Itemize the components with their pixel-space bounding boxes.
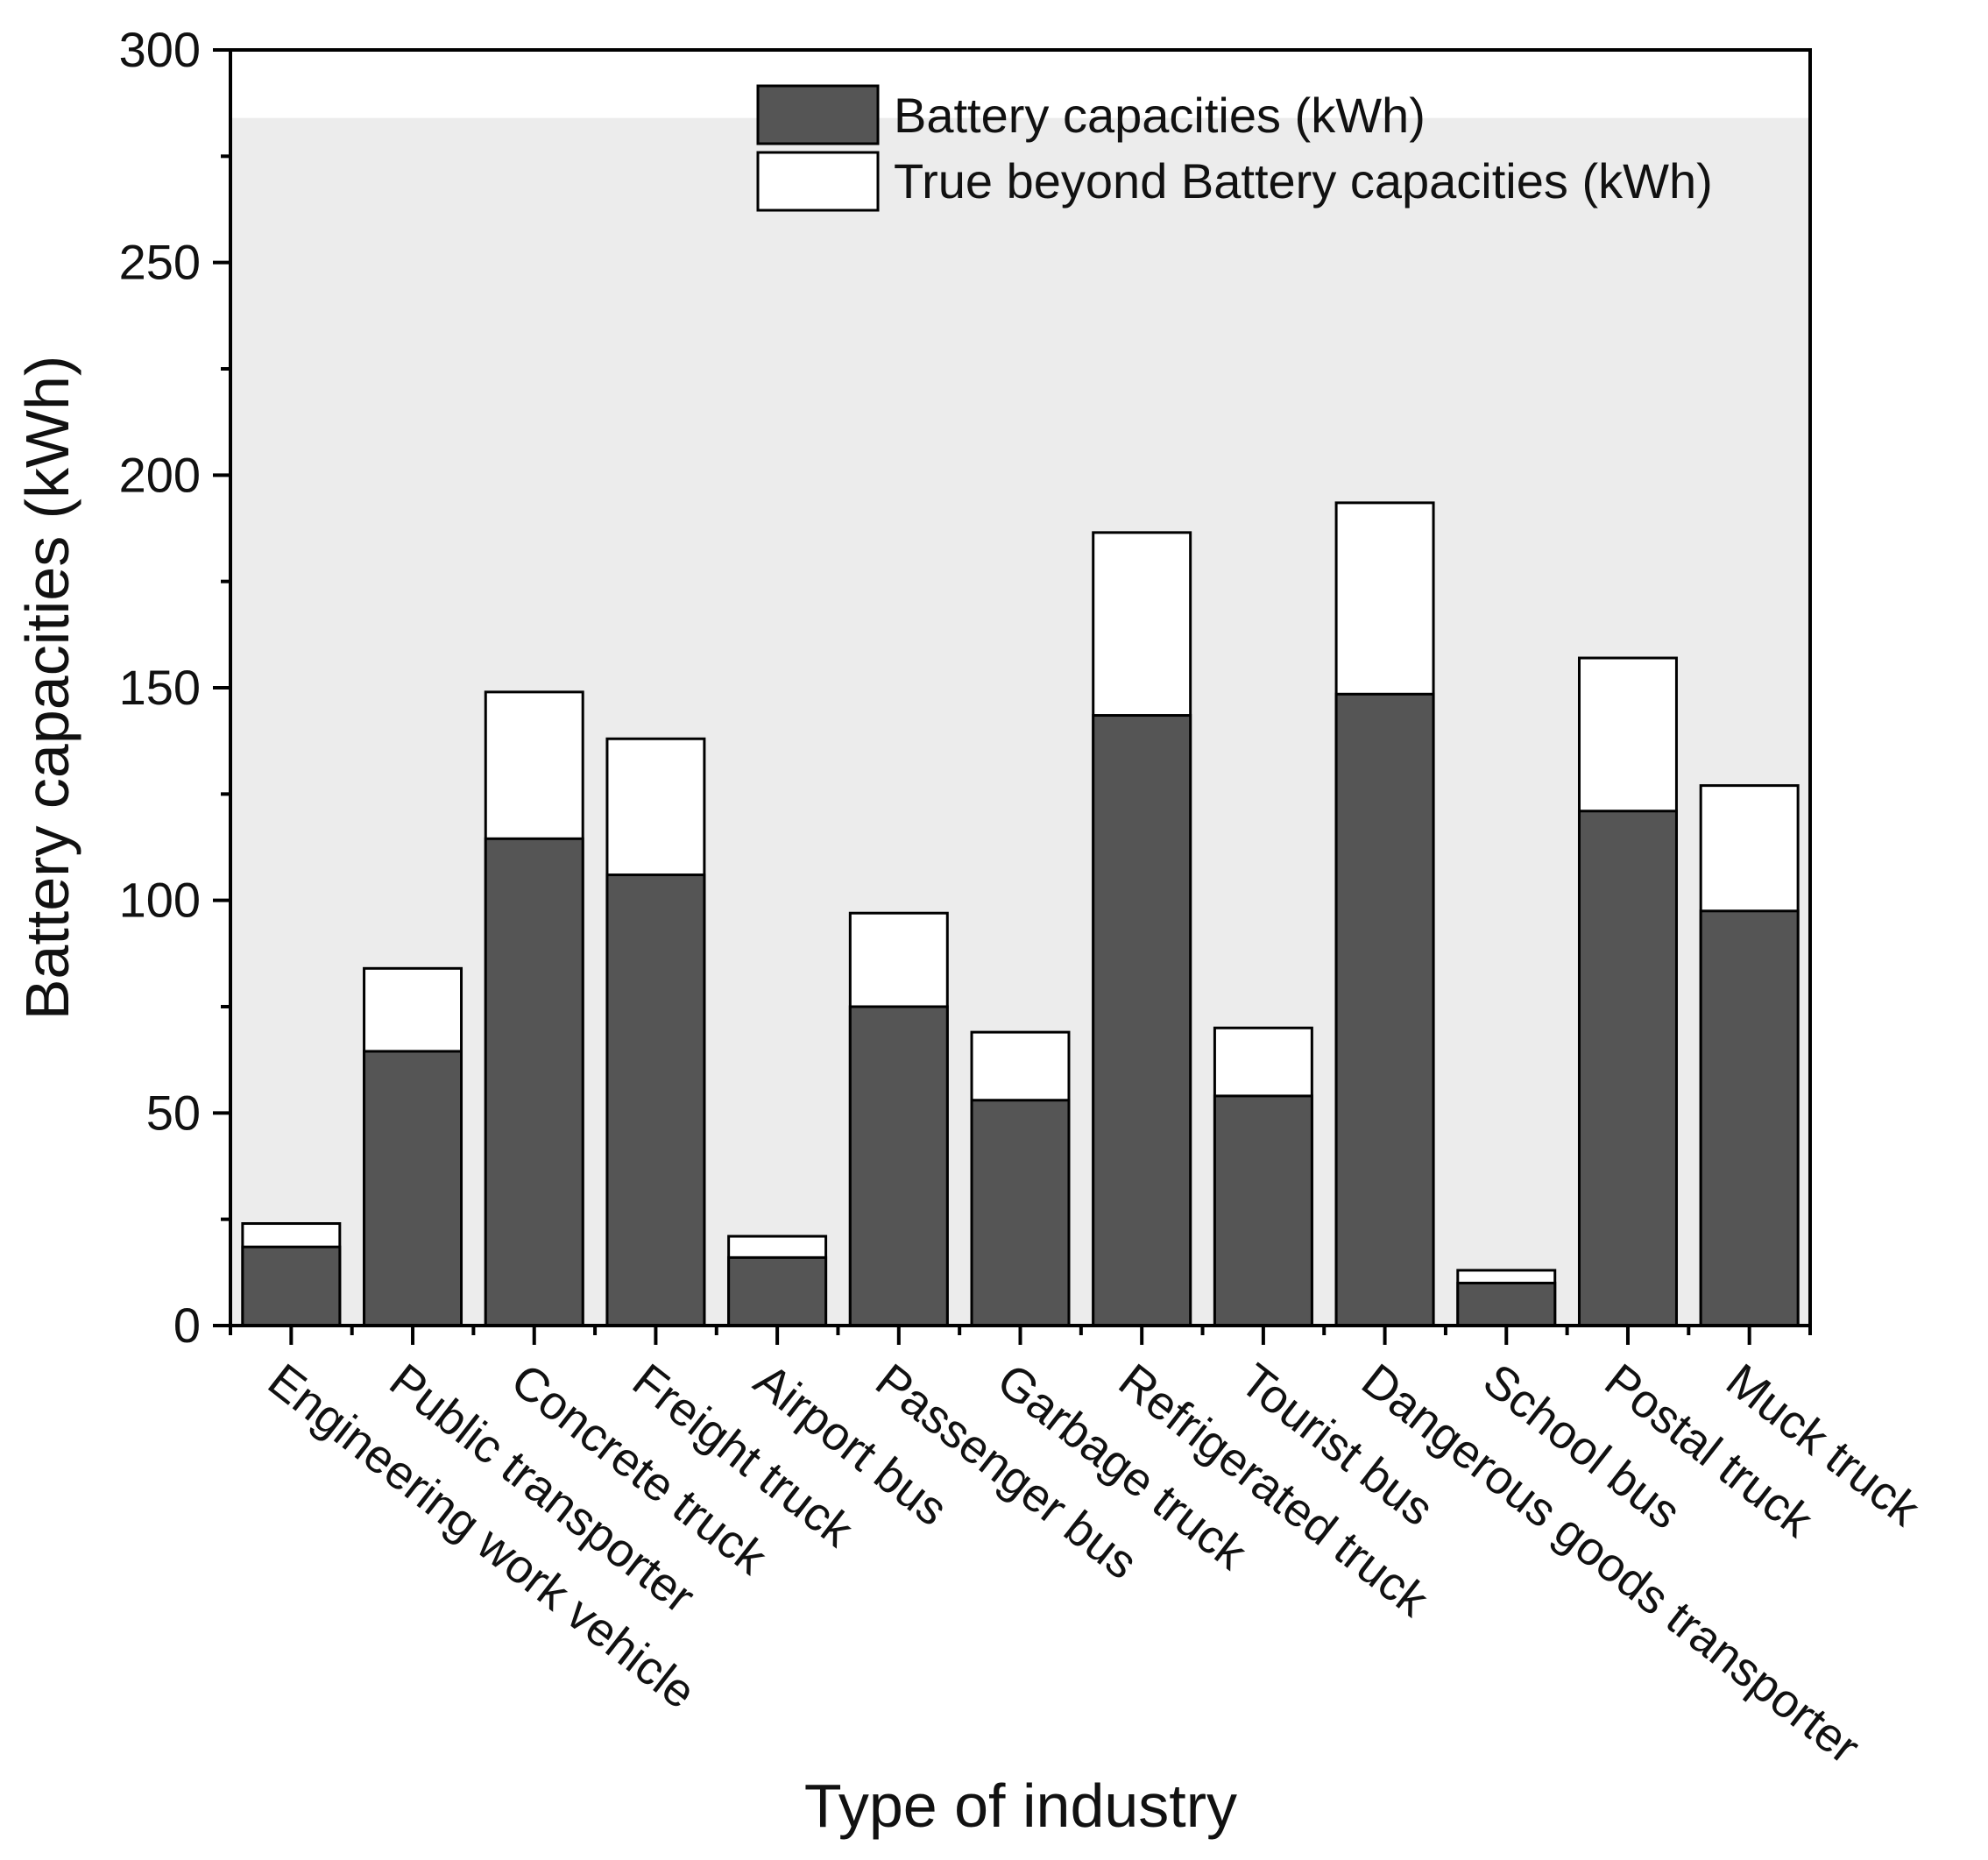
legend-label-beyond: True beyond Battery capacities (kWh) [894, 153, 1713, 209]
bar-battery-6 [970, 1099, 1071, 1327]
x-axis-title: Type of industry [804, 1772, 1237, 1840]
bar-battery-2 [484, 837, 584, 1327]
bar-battery-12 [1699, 909, 1800, 1327]
y-tick-label-1: 50 [146, 1085, 201, 1140]
y-ticks-group: 0 50 100 150 200 250 300 [119, 22, 230, 1353]
bars-group [241, 501, 1800, 1327]
legend: Battery capacities (kWh) True beyond Bat… [756, 84, 1713, 212]
bar-battery-1 [363, 1050, 463, 1327]
bar-battery-0 [241, 1245, 342, 1327]
y-tick-label-0: 0 [173, 1298, 201, 1353]
y-tick-label-6: 300 [119, 22, 201, 77]
y-tick-label-4: 200 [119, 447, 201, 502]
bar-battery-3 [605, 873, 706, 1327]
y-tick-label-2: 100 [119, 873, 201, 928]
legend-label-battery: Battery capacities (kWh) [894, 88, 1426, 143]
bar-battery-7 [1092, 714, 1192, 1327]
bar-battery-8 [1213, 1094, 1313, 1327]
y-tick-label-3: 150 [119, 660, 201, 715]
legend-swatch-beyond [756, 151, 880, 212]
bar-battery-10 [1456, 1281, 1557, 1327]
bar-battery-9 [1334, 692, 1435, 1327]
legend-swatch-battery [756, 84, 880, 145]
y-axis-title: Battery capacities (kWh) [13, 356, 81, 1021]
bar-battery-4 [727, 1255, 828, 1327]
y-tick-label-5: 250 [119, 235, 201, 290]
bar-battery-5 [848, 1005, 949, 1327]
bar-battery-11 [1577, 810, 1678, 1327]
